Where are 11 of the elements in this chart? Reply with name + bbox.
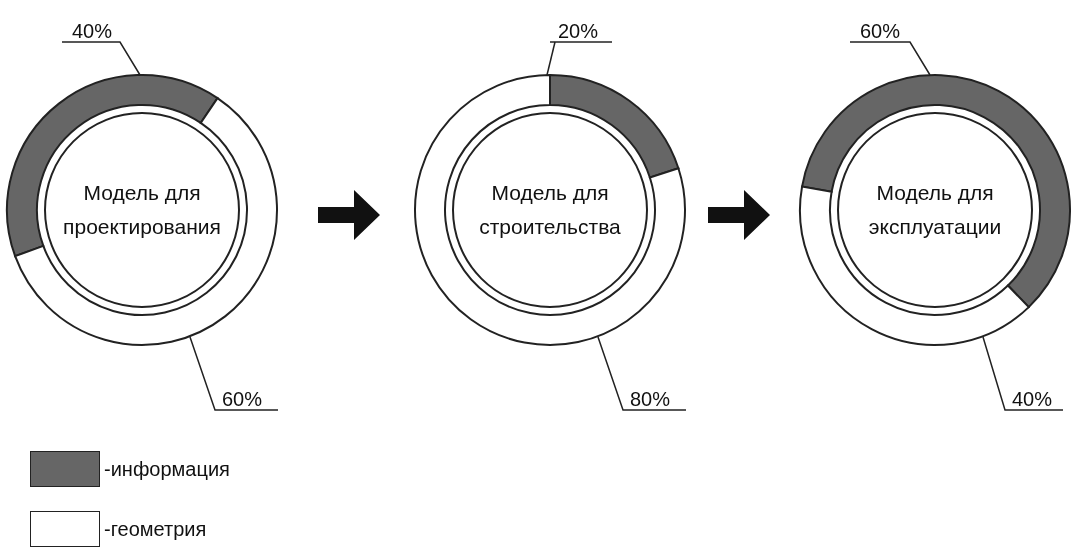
text: Модель для проектирования: [62, 180, 222, 240]
data-label: 80%: [629, 388, 671, 410]
data-label: 20%: [557, 20, 599, 42]
legend-label: -информация: [104, 457, 230, 481]
text: Модель для строительства: [478, 180, 622, 240]
text: Модель для эксплуатации: [867, 180, 1003, 240]
data-label: 60%: [221, 388, 263, 410]
data-label: 60%: [859, 20, 901, 42]
data-label: 40%: [1011, 388, 1053, 410]
data-label: 40%: [71, 20, 113, 42]
legend-label: -геометрия: [104, 517, 207, 541]
